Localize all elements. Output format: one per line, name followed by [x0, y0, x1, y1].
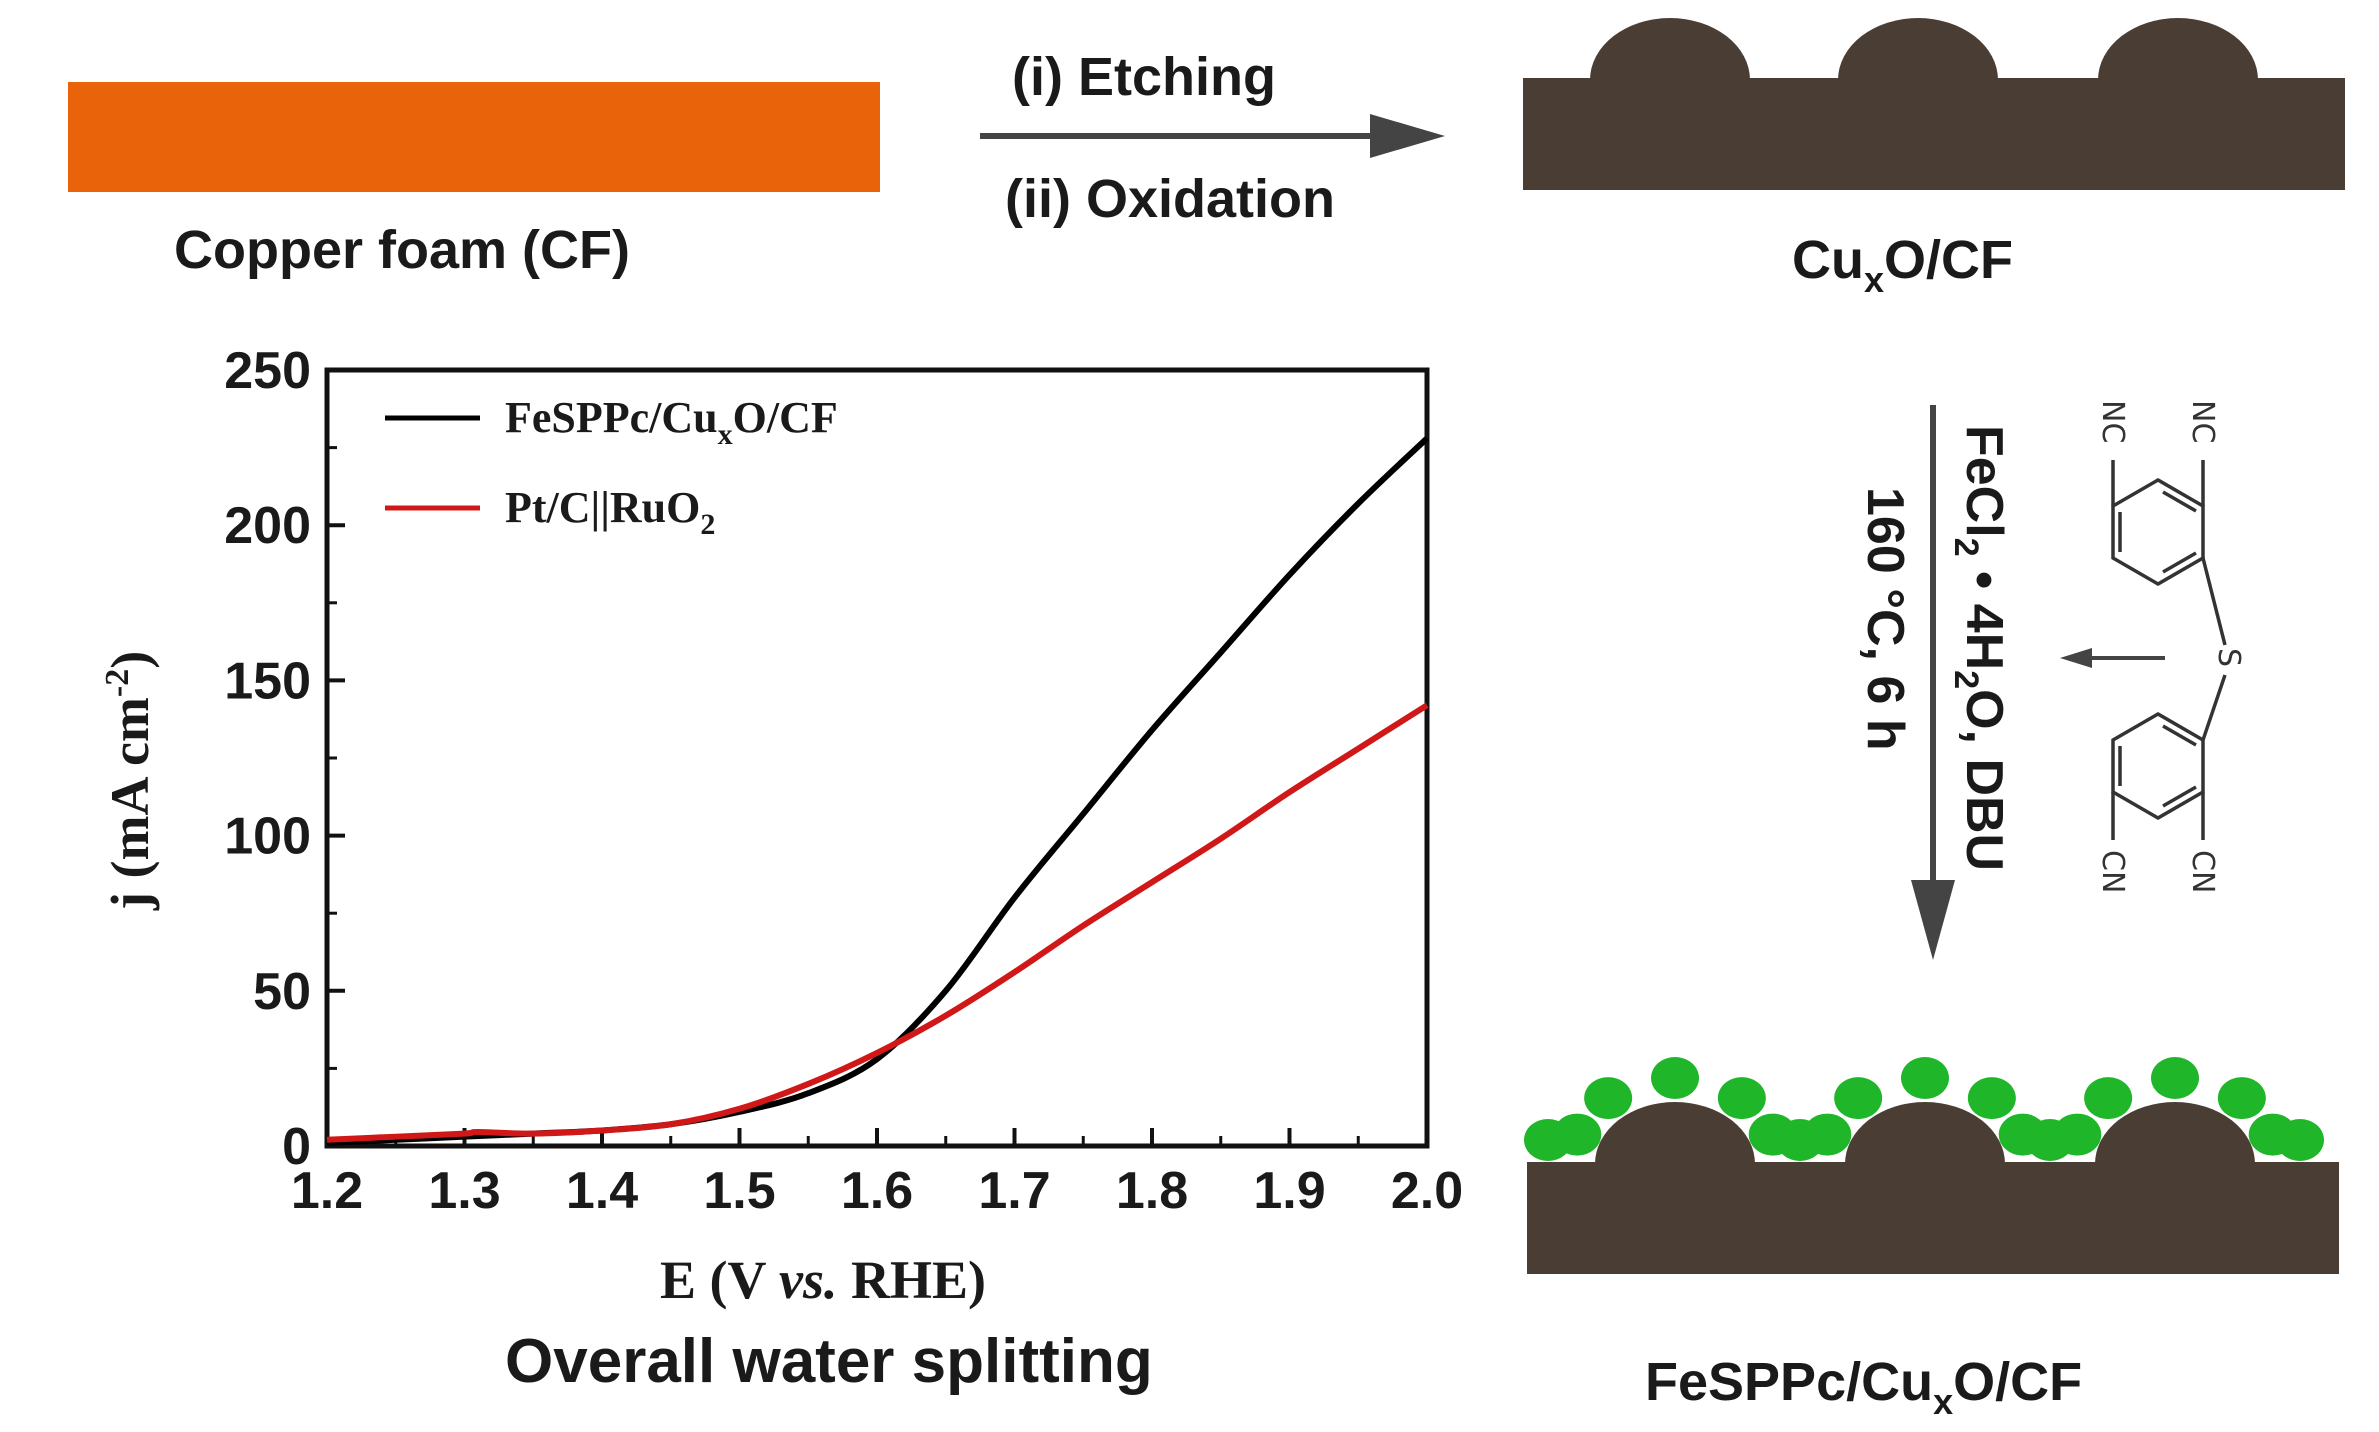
fesppc-particles — [1524, 1057, 2324, 1161]
nc-top-left: NC — [2095, 400, 2130, 443]
etching-oxidation-arrow — [980, 114, 1445, 158]
s-atom: S — [2211, 648, 2246, 667]
y-tick-label: 250 — [224, 342, 311, 400]
x-tick-label: 2.0 — [1391, 1162, 1463, 1220]
fesppc-growth-arrow — [1911, 405, 1955, 960]
x-axis-label: E (V vs. RHE) — [660, 1250, 986, 1310]
conditions-label: 160 °C, 6 h — [1856, 487, 1914, 751]
x-tick-label: 1.3 — [428, 1162, 500, 1220]
precursor-molecule — [2111, 460, 2227, 840]
y-tick-label: 200 — [224, 497, 311, 555]
x-tick-label: 1.2 — [291, 1162, 363, 1220]
fesppc-particle — [1834, 1077, 1883, 1120]
x-tick-label: 1.4 — [566, 1162, 638, 1220]
etching-label: (i) Etching — [1012, 47, 1276, 107]
x-tick-label: 1.8 — [1116, 1162, 1188, 1220]
fesppc-particle — [2151, 1057, 2199, 1099]
plot-frame — [324, 367, 1430, 1149]
axis-ticks — [325, 368, 1429, 1148]
y-tick-labels: 0 50 100 150 200 250 — [224, 342, 311, 1176]
molecule-arrow — [2060, 648, 2165, 668]
fesppc-particle — [1901, 1057, 1949, 1099]
x-tick-label: 1.9 — [1253, 1162, 1325, 1220]
fesppc-particle — [1717, 1077, 1766, 1120]
fesppc-particle — [2276, 1119, 2324, 1161]
series-line-ptc — [326, 702, 1429, 1143]
fesppc-particle — [1584, 1077, 1633, 1120]
cuxo-substrate — [1523, 18, 2345, 190]
copper-foam-block — [68, 82, 880, 192]
fesppc-particle — [2217, 1077, 2266, 1120]
cn-bottom-left: CN — [2095, 850, 2130, 893]
y-tick-label: 100 — [224, 808, 311, 866]
fesppc-particle — [2084, 1077, 2133, 1120]
fesppc-particle — [1967, 1077, 2016, 1120]
y-tick-label: 50 — [253, 963, 311, 1021]
cn-bottom-right: CN — [2185, 850, 2220, 893]
fesppc-particle — [1651, 1057, 1699, 1099]
legend-label-fesppc: FeSPPc/CuxO/CF — [505, 393, 838, 451]
x-tick-label: 1.7 — [978, 1162, 1050, 1220]
copper-foam-label: Copper foam (CF) — [174, 220, 630, 280]
legend-label-ptc: Pt/C||RuO2 — [505, 483, 715, 541]
fesppc-particle — [1776, 1119, 1824, 1161]
oxidation-label: (ii) Oxidation — [1005, 169, 1335, 229]
x-tick-label: 1.5 — [703, 1162, 775, 1220]
series-line-fesppc — [326, 436, 1430, 1146]
chart-caption: Overall water splitting — [505, 1327, 1153, 1396]
y-axis-label: j (mA cm-2) — [99, 651, 160, 911]
product-substrate — [1527, 1102, 2339, 1274]
polarization-chart: 1.2 1.3 1.4 1.5 1.6 1.7 1.8 1.9 2.0 0 50 100 150 200… — [99, 342, 1463, 1310]
fesppc-particle — [2026, 1119, 2074, 1161]
product-label: FeSPPc/CuxO/CF — [1645, 1352, 2082, 1422]
nc-top-right: NC — [2185, 400, 2220, 443]
reagent-label: FeCl2 • 4H2O, DBU — [1947, 425, 2013, 871]
legend: FeSPPc/CuxO/CF Pt/C||RuO2 — [385, 393, 838, 541]
y-tick-label: 0 — [282, 1118, 311, 1176]
x-tick-label: 1.6 — [841, 1162, 913, 1220]
curves — [326, 436, 1430, 1146]
fesppc-particle — [1524, 1119, 1572, 1161]
y-tick-label: 150 — [224, 652, 311, 710]
x-tick-labels: 1.2 1.3 1.4 1.5 1.6 1.7 1.8 1.9 2.0 — [291, 1162, 1463, 1220]
cuxo-cf-label: CuxO/CF — [1792, 230, 2013, 300]
